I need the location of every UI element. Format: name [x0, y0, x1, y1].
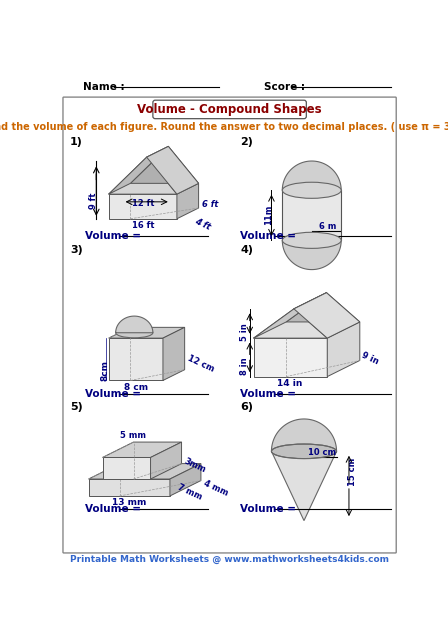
Polygon shape [109, 157, 177, 194]
Text: 3mm: 3mm [183, 457, 207, 474]
Text: 6 ft: 6 ft [202, 200, 219, 209]
Text: Volume - Compound Shapes: Volume - Compound Shapes [137, 103, 322, 116]
Text: Printable Math Worksheets @ www.mathworksheets4kids.com: Printable Math Worksheets @ www.mathwork… [70, 555, 389, 565]
Text: 5 in: 5 in [240, 324, 249, 342]
Polygon shape [109, 338, 163, 380]
Text: 8 cm: 8 cm [124, 383, 148, 392]
Text: 4): 4) [241, 245, 254, 254]
Polygon shape [116, 316, 153, 333]
Text: 2): 2) [241, 137, 253, 147]
Ellipse shape [116, 328, 153, 338]
Polygon shape [163, 328, 185, 380]
Polygon shape [177, 183, 198, 219]
Text: Find the volume of each figure. Round the answer to two decimal places. ( use π : Find the volume of each figure. Round th… [0, 122, 448, 132]
Ellipse shape [282, 232, 341, 249]
Text: Volume =: Volume = [241, 389, 300, 399]
Text: 3): 3) [70, 245, 83, 254]
Text: 16 ft: 16 ft [132, 221, 154, 230]
Polygon shape [151, 442, 181, 479]
Text: Name :: Name : [83, 82, 125, 92]
FancyBboxPatch shape [153, 100, 306, 119]
Polygon shape [89, 479, 170, 496]
Text: 1): 1) [70, 137, 83, 147]
Text: 9 in: 9 in [360, 350, 380, 366]
Ellipse shape [282, 183, 341, 198]
Text: 4 mm: 4 mm [202, 479, 229, 498]
Polygon shape [103, 457, 151, 479]
Text: 5): 5) [70, 403, 83, 412]
Bar [282, 190, 341, 240]
Text: Volume =: Volume = [86, 504, 145, 514]
Polygon shape [271, 419, 336, 452]
Text: 8cm: 8cm [100, 360, 109, 381]
Polygon shape [146, 146, 198, 194]
Text: 6): 6) [241, 403, 254, 412]
Text: 13 mm: 13 mm [112, 499, 146, 508]
Text: 5 mm: 5 mm [120, 431, 146, 440]
Polygon shape [130, 146, 198, 183]
Text: Volume =: Volume = [86, 232, 145, 242]
Polygon shape [254, 309, 327, 338]
Polygon shape [109, 194, 177, 219]
Text: 12 ft: 12 ft [132, 199, 154, 208]
Text: 10 cm: 10 cm [308, 448, 336, 457]
Polygon shape [286, 293, 360, 322]
Polygon shape [282, 240, 341, 270]
Polygon shape [254, 338, 327, 377]
Text: 14 in: 14 in [277, 379, 303, 388]
Polygon shape [327, 322, 360, 377]
Text: 7 mm: 7 mm [177, 483, 204, 502]
Text: 15 cm: 15 cm [348, 458, 357, 486]
Polygon shape [109, 146, 168, 194]
Text: Volume =: Volume = [241, 504, 300, 514]
Polygon shape [170, 464, 201, 496]
Polygon shape [109, 183, 198, 194]
Polygon shape [89, 464, 201, 479]
Polygon shape [282, 161, 341, 190]
Polygon shape [254, 293, 327, 338]
Text: 11m: 11m [264, 205, 273, 225]
Polygon shape [103, 442, 181, 457]
Text: 8 in: 8 in [240, 357, 249, 375]
Text: 12 cm: 12 cm [186, 354, 215, 374]
Polygon shape [271, 452, 336, 521]
Polygon shape [254, 322, 360, 338]
Text: 4 ft: 4 ft [194, 216, 212, 232]
Text: Volume =: Volume = [86, 389, 145, 399]
Polygon shape [294, 293, 360, 338]
Ellipse shape [271, 444, 336, 459]
Text: Volume =: Volume = [241, 232, 300, 242]
Text: 9 ft: 9 ft [90, 193, 99, 209]
FancyBboxPatch shape [63, 97, 396, 553]
Text: 6 m: 6 m [319, 222, 337, 231]
Text: Score :: Score : [264, 82, 305, 92]
Polygon shape [109, 328, 185, 338]
